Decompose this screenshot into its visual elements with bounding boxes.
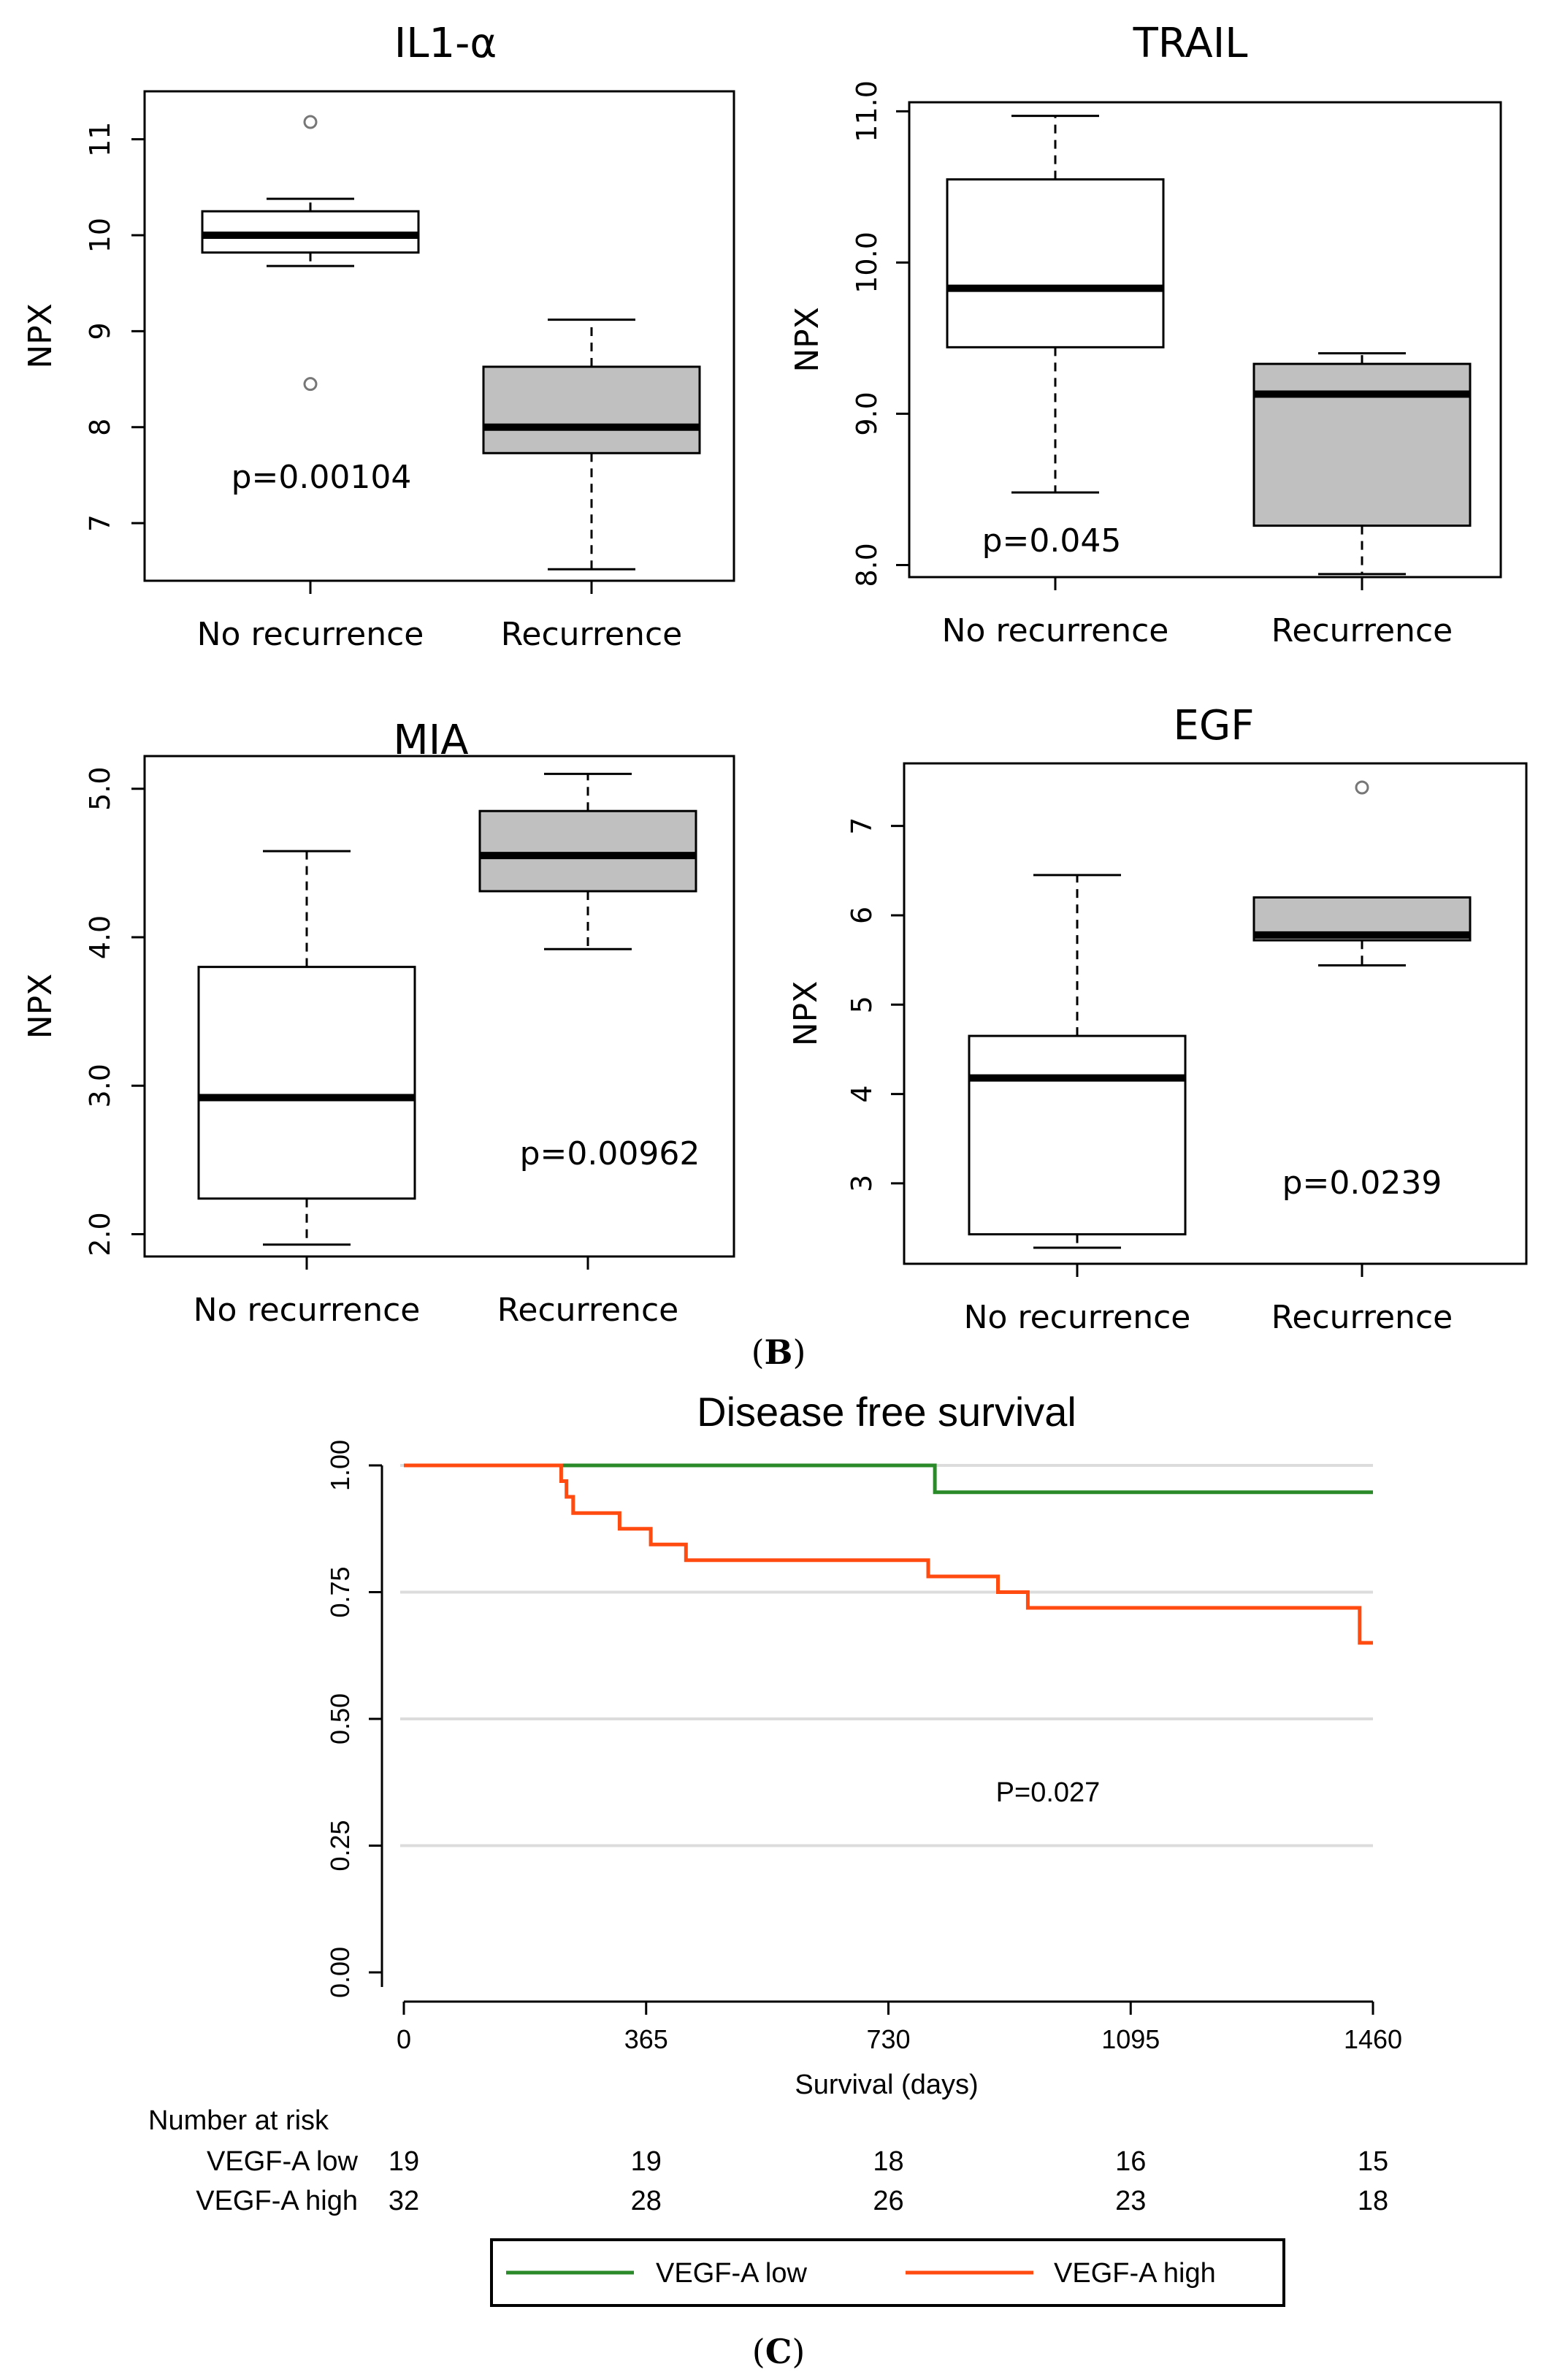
y-tick-label: 10.0 [851, 232, 883, 294]
km-p-value: P=0.027 [996, 1777, 1101, 1808]
risk-value: 19 [631, 2146, 662, 2177]
km-y-tick-label: 0.75 [325, 1566, 355, 1617]
y-tick-label: 7 [84, 514, 116, 532]
plot-frame [143, 755, 735, 1258]
p-value: p=0.0239 [1282, 1164, 1442, 1202]
risk-value: 15 [1358, 2146, 1388, 2177]
p-value: p=0.00104 [232, 459, 412, 496]
risk-value: 19 [389, 2146, 419, 2177]
panel-b-letter: B [765, 1332, 793, 1372]
iqr-box [968, 1034, 1187, 1236]
y-tick-label: 9 [84, 322, 116, 340]
risk-value: 16 [1115, 2146, 1146, 2177]
y-tick-label: 6 [846, 907, 878, 924]
chart-title: MIA [393, 717, 468, 764]
iqr-box [482, 365, 701, 454]
p-value: p=0.045 [982, 522, 1122, 560]
y-axis-label: NPX [22, 303, 59, 369]
survival-curve-low [404, 1463, 1373, 1495]
y-tick-label: 9.0 [851, 392, 883, 435]
km-y-tick-label: 0.25 [325, 1820, 355, 1871]
y-tick-label: 4 [846, 1085, 878, 1102]
km-x-axis-label: Survival (days) [795, 2070, 978, 2100]
y-tick-label: 8.0 [851, 543, 883, 587]
plot-frame [143, 90, 735, 582]
outlier-point [303, 377, 318, 392]
risk-value: 18 [873, 2146, 903, 2177]
iqr-box [946, 178, 1165, 348]
y-tick-label: 5 [846, 996, 878, 1013]
boxplot-2: MIA NPX 2.0 3.0 4.0 5.0 No recurrence Recurrenc… [22, 717, 735, 1329]
risk-value: 23 [1115, 2186, 1146, 2216]
panel-c-letter: C [765, 2332, 792, 2371]
survival-curve-high [404, 1463, 1373, 1645]
km-x-tick-label: 0 [397, 2024, 411, 2054]
iqr-box [197, 966, 416, 1200]
iqr-box [1252, 362, 1472, 527]
km-x-tick-label: 730 [866, 2024, 910, 2054]
p-value: p=0.00962 [520, 1135, 700, 1172]
x-tick-label: Recurrence [501, 616, 682, 653]
y-axis-label: NPX [22, 974, 59, 1040]
km-y-tick-label: 1.00 [325, 1440, 355, 1491]
box-plots: IL1-α NPX 7 8 9 10 11 No recurrence Recurrence p=… [22, 20, 1528, 1336]
risk-value: 32 [389, 2186, 419, 2216]
x-tick-label: Recurrence [1271, 1299, 1453, 1336]
y-tick-label: 4.0 [84, 915, 116, 959]
x-tick-label: No recurrence [942, 612, 1169, 649]
y-tick-label: 7 [846, 817, 878, 835]
x-tick-label: Recurrence [1271, 612, 1453, 649]
km-plot: Disease free survival 0.00 0.25 0.50 0.75 1.0… [148, 1389, 1402, 2307]
boxplot-1: TRAIL NPX 8.0 9.0 10.0 11.0 No recurrence Recur… [789, 20, 1502, 649]
chart-title: EGF [1174, 702, 1255, 750]
km-y-tick-label: 0.00 [325, 1947, 355, 1998]
y-tick-label: 11 [84, 122, 116, 157]
km-x-tick-label: 365 [624, 2024, 668, 2054]
y-tick-label: 10 [84, 218, 116, 253]
x-tick-label: No recurrence [197, 616, 424, 653]
km-title: Disease free survival [697, 1389, 1076, 1435]
km-x-tick-label: 1460 [1344, 2024, 1402, 2054]
boxplot-3: EGF NPX 3 4 5 6 7 No recurrence Recurrence p=0.02… [787, 702, 1528, 1336]
km-legend: VEGF-A low VEGF-A high [490, 2238, 1285, 2307]
y-tick-label: 11.0 [851, 80, 883, 142]
y-tick-label: 8 [84, 419, 116, 436]
x-tick-label: No recurrence [964, 1299, 1191, 1336]
risk-table-title: Number at risk [148, 2105, 329, 2136]
y-tick-label: 3 [846, 1175, 878, 1192]
boxplot-0: IL1-α NPX 7 8 9 10 11 No recurrence Recurrence p=… [22, 20, 735, 653]
km-y-tick-label: 0.50 [325, 1693, 355, 1744]
y-axis-label: NPX [787, 981, 825, 1047]
outlier-point [303, 115, 318, 129]
y-tick-label: 2.0 [84, 1212, 116, 1256]
y-axis-label: NPX [789, 307, 826, 373]
risk-row-label: VEGF-A low [207, 2146, 358, 2177]
km-x-tick-label: 1095 [1101, 2024, 1160, 2054]
risk-row-label: VEGF-A high [196, 2186, 358, 2216]
outlier-point [1355, 780, 1369, 795]
legend-label-low: VEGF-A low [656, 2258, 807, 2289]
y-tick-label: 5.0 [84, 766, 116, 810]
iqr-box [478, 809, 697, 893]
x-tick-label: No recurrence [194, 1292, 421, 1329]
chart-title: IL1-α [394, 20, 497, 67]
panel-b-label: (B) [751, 1332, 806, 1372]
y-tick-label: 3.0 [84, 1064, 116, 1107]
risk-value: 26 [873, 2186, 903, 2216]
chart-title: TRAIL [1133, 20, 1248, 67]
risk-value: 18 [1358, 2186, 1388, 2216]
legend-label-high: VEGF-A high [1054, 2258, 1216, 2289]
risk-value: 28 [631, 2186, 662, 2216]
legend-box [490, 2238, 1285, 2307]
x-tick-label: Recurrence [497, 1292, 678, 1329]
plot-frame [903, 762, 1528, 1265]
panel-c-label: (C) [752, 2332, 806, 2371]
plot-frame [908, 101, 1502, 579]
